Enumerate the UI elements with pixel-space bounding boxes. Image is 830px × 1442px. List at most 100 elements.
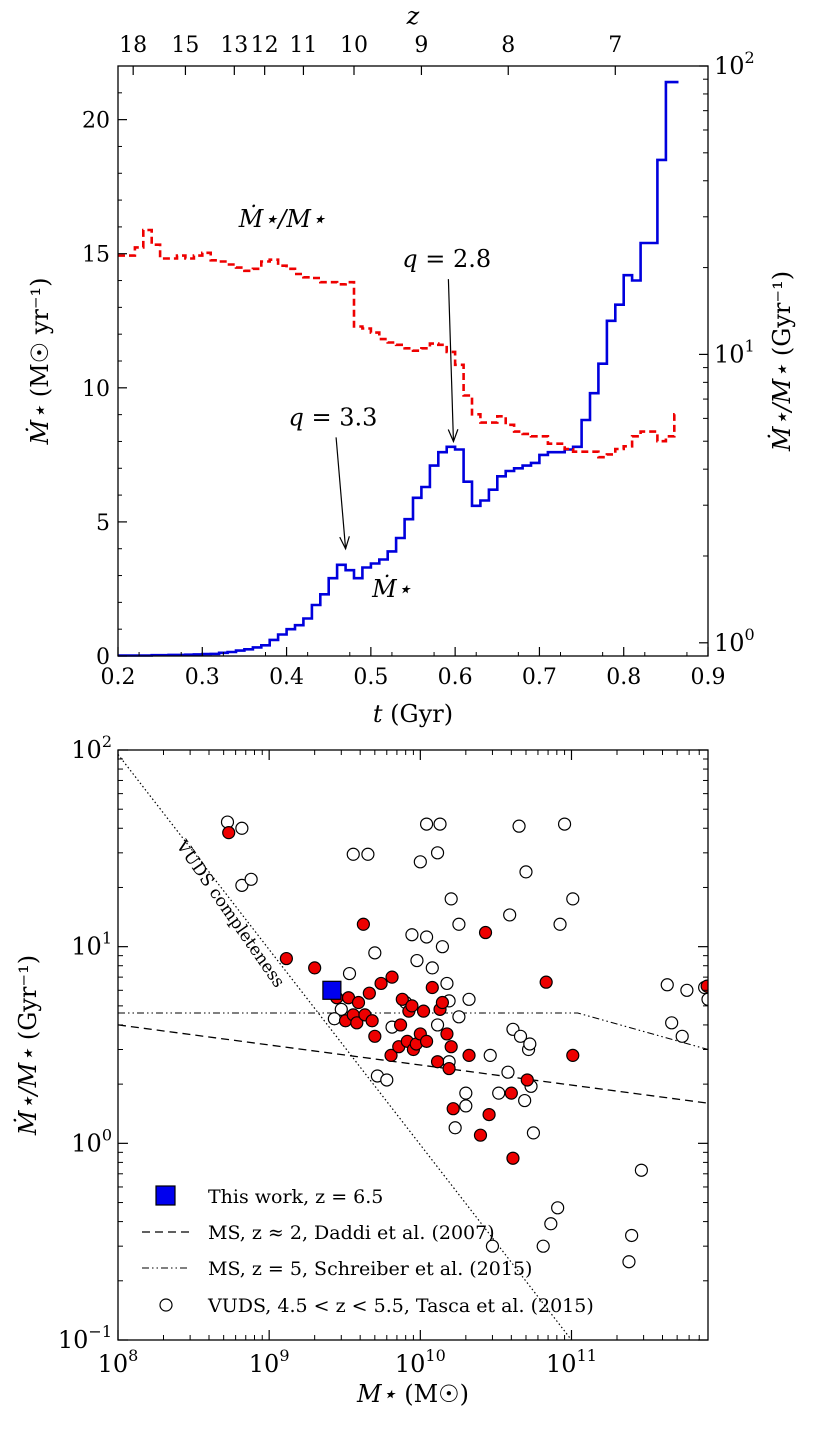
top-x-axis-label: t (Gyr): [373, 700, 453, 728]
bottom-y-axis-label: Ṁ⋆/M⋆ (Gyr⁻¹): [13, 955, 42, 1136]
vuds-open-point: [235, 878, 249, 892]
vuds-red-point: [425, 980, 439, 995]
top-y-tick-label: 0: [96, 645, 110, 670]
top-y2-tick-label: 100: [714, 625, 755, 657]
vuds-open-point: [622, 1255, 636, 1269]
vuds-red-point: [446, 1102, 460, 1116]
bottom-y-tick-label: 10−1: [58, 1322, 112, 1354]
bottom-ticks: 108 109 1010 1011 10−1 100 101 102: [58, 732, 709, 1378]
vuds-open-point: [675, 1029, 689, 1043]
annotation-arrow: [335, 437, 347, 549]
annotation-arrow: [447, 279, 455, 442]
vuds-open-point: [526, 1126, 541, 1140]
annotation-q-label: q = 2.8: [402, 245, 491, 273]
vuds-open-point: [701, 992, 708, 1006]
vuds-red-point: [368, 1029, 382, 1043]
top-y2-tick-label: 102: [714, 48, 755, 80]
legend-entry-text: This work, z = 6.5: [208, 1186, 383, 1208]
vuds-red-point: [350, 1016, 364, 1030]
vuds-open-point: [660, 978, 674, 992]
vuds-open-point: [419, 817, 434, 831]
vuds-red-point: [384, 1048, 398, 1062]
vuds-red-point: [393, 1018, 408, 1032]
vuds-open-point: [518, 1093, 532, 1108]
this-work-point: [322, 980, 342, 1000]
vuds-red-point: [395, 992, 409, 1006]
top-z-tick-label: 15: [171, 33, 199, 58]
vuds-red-point: [374, 976, 388, 991]
bottom-x-axis-label: M⋆ (M☉): [356, 1380, 469, 1408]
top-x-tick-label: 0.9: [691, 665, 726, 690]
legend-entry-text: MS, z = 5, Schreiber et al. (2015): [208, 1258, 532, 1280]
top-y-tick-label: 15: [82, 243, 110, 268]
bottom-y-tick-label: 100: [71, 1125, 112, 1157]
vuds-red-point: [365, 1014, 379, 1028]
vuds-open-point: [425, 961, 439, 975]
top-x-tick-label: 0.7: [522, 665, 557, 690]
vuds-open-point: [413, 855, 427, 869]
top-panel: q = 3.3 q = 2.8 Ṁ⋆/M⋆ Ṁ⋆ 0.2 0.3 0.4 0.5 0.6 0.7…: [25, 2, 796, 728]
vuds-open-point: [513, 1029, 528, 1043]
ssfr-dashed-line: [118, 228, 679, 459]
vuds-open-point: [244, 872, 258, 886]
vuds-open-point: [459, 1086, 473, 1100]
series-label: Ṁ⋆/M⋆: [238, 204, 326, 233]
annotation-q-label: q = 3.3: [288, 403, 377, 431]
vuds-open-point: [462, 992, 476, 1006]
vuds-red-point: [504, 1086, 518, 1100]
vuds-open-point: [327, 1012, 341, 1026]
vuds-red-point: [566, 1048, 580, 1062]
vuds-red-point: [520, 1073, 534, 1087]
legend-entry-text: VUDS, 4.5 < z < 5.5, Tasca et al. (2015): [207, 1295, 594, 1317]
top-z-tick-label: 12: [251, 33, 279, 58]
vuds-red-point: [444, 1040, 458, 1054]
top-annotations: q = 3.3 q = 2.8 Ṁ⋆/M⋆ Ṁ⋆: [238, 204, 491, 603]
top-z-tick-label: 13: [220, 33, 248, 58]
annotation-arrowhead: [339, 536, 350, 551]
top-x-tick-label: 0.8: [606, 665, 641, 690]
vuds-open-point: [440, 976, 454, 991]
top-x-tick-label: 0.4: [269, 665, 304, 690]
vuds-open-point: [680, 983, 694, 997]
vuds-red-point: [419, 1034, 434, 1048]
vuds-open-point: [553, 917, 567, 931]
vuds-open-point: [452, 1010, 466, 1024]
top-x-tick-label: 0.6: [438, 665, 473, 690]
vuds-open-point: [346, 847, 360, 861]
vuds-open-point: [483, 1048, 497, 1062]
vuds-red-point: [279, 951, 293, 966]
top-series-layer: [118, 80, 679, 657]
top-ticks: 0.2 0.3 0.4 0.5 0.6 0.7 0.8 0.9 0 5 10 15 20 100 101 10…: [82, 33, 755, 690]
vuds-red-point: [308, 961, 322, 975]
legend: This work, z = 6.5 MS, z ≈ 2, Daddi et al…: [142, 1185, 594, 1317]
top-y-axis-label: Ṁ⋆ (M☉ yr⁻¹): [25, 277, 54, 445]
vuds-open-point: [430, 1018, 445, 1032]
top-y-tick-label: 5: [96, 511, 110, 536]
vuds-red-point: [473, 1128, 488, 1142]
legend-blue-square-marker: [155, 1185, 176, 1206]
top-z-tick-label: 8: [501, 33, 515, 58]
vuds-open-point: [557, 817, 572, 831]
sfr-step-line: [118, 80, 679, 657]
vuds-open-point: [405, 928, 419, 942]
vuds-red-point: [416, 1004, 431, 1018]
bottom-points-layer: [220, 815, 708, 1269]
top-plot-frame: [117, 65, 709, 657]
schreiber-ms-line: [118, 1012, 708, 1051]
top-z-tick-label: 10: [340, 33, 368, 58]
vuds-open-point: [433, 817, 447, 831]
vuds-open-point: [536, 1239, 550, 1253]
legend-open-circle-marker: [159, 1298, 173, 1312]
vuds-open-point: [551, 1201, 565, 1215]
vuds-open-point: [334, 1002, 348, 1016]
bottom-y-tick-label: 101: [71, 929, 112, 961]
vuds-open-point: [523, 1037, 537, 1051]
vuds-red-point: [362, 986, 376, 1000]
vuds-red-point: [482, 1107, 496, 1122]
vuds-red-point: [478, 925, 493, 940]
top-y-tick-label: 20: [82, 109, 110, 134]
bottom-x-tick-label: 1011: [546, 1346, 597, 1378]
vuds-red-point: [222, 826, 236, 840]
vuds-open-point: [435, 940, 450, 954]
